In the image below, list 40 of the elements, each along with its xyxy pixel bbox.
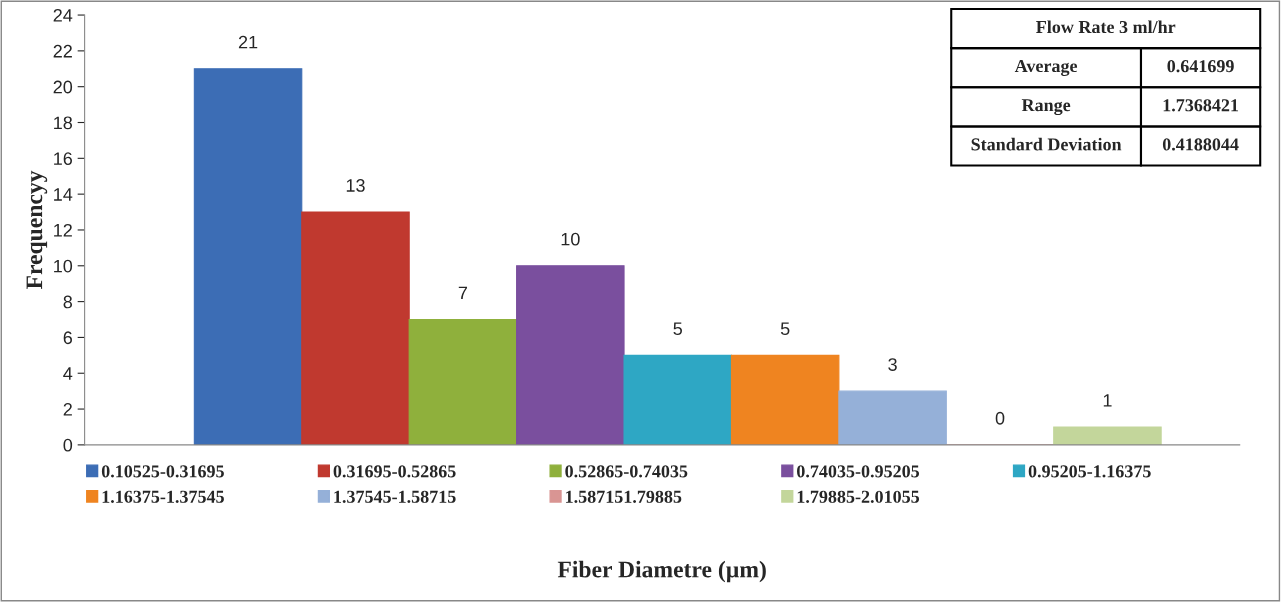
- y-tick-label: 24: [53, 8, 73, 22]
- annotation: 0.4188044: [1162, 138, 1239, 151]
- annotation: Average: [1014, 60, 1078, 76]
- data-label: 1: [1103, 394, 1112, 407]
- annotation: Standard Deviation: [971, 137, 1122, 151]
- annotation: Flow Rate 3 ml/hr: [1036, 20, 1176, 34]
- y-tick-label: 16: [54, 152, 73, 166]
- legend-label: 0.31695-0.52865: [333, 465, 456, 478]
- y-tick-label: 4: [63, 367, 73, 380]
- data-label: 3: [888, 358, 897, 371]
- y-tick-label: 0: [63, 438, 73, 452]
- data-label: 5: [780, 322, 790, 336]
- data-label: 10: [561, 232, 580, 246]
- legend-label: 1.37545-1.58715: [334, 490, 456, 503]
- y-tick-label: 12: [54, 223, 72, 237]
- y-axis-title: Frequencyy: [26, 170, 48, 290]
- legend-label: 0.10525-0.31695: [101, 465, 224, 478]
- data-label: 13: [346, 179, 365, 192]
- x-axis-title: Fiber Diametre (µm): [557, 560, 766, 583]
- y-tick-label: 18: [54, 116, 73, 130]
- data-label: 0: [995, 411, 1005, 425]
- annotation: Range: [1021, 99, 1071, 116]
- legend-label: 0.74035-0.95205: [797, 465, 920, 478]
- annotation: 1.7368421: [1163, 99, 1239, 112]
- annotation: 0.641699: [1167, 60, 1234, 73]
- y-tick-label: 10: [54, 259, 73, 273]
- data-label: 7: [458, 286, 468, 300]
- y-tick-label: 8: [63, 295, 73, 309]
- y-tick-label: 6: [63, 331, 73, 345]
- y-tick-label: 22: [53, 44, 72, 58]
- data-label: 21: [238, 35, 258, 49]
- legend-label: 1.587151.79885: [566, 490, 682, 503]
- data-label: 5: [673, 322, 683, 336]
- y-tick-label: 20: [53, 80, 73, 94]
- legend-label: 0.52865-0.74035: [565, 465, 688, 478]
- y-tick-label: 2: [63, 402, 72, 416]
- y-tick-label: 14: [54, 188, 73, 201]
- legend-label: 0.95205-1.16375: [1028, 465, 1151, 478]
- legend-label: 1.79885-2.01055: [797, 490, 920, 503]
- legend-label: 1.16375-1.37545: [102, 490, 224, 503]
